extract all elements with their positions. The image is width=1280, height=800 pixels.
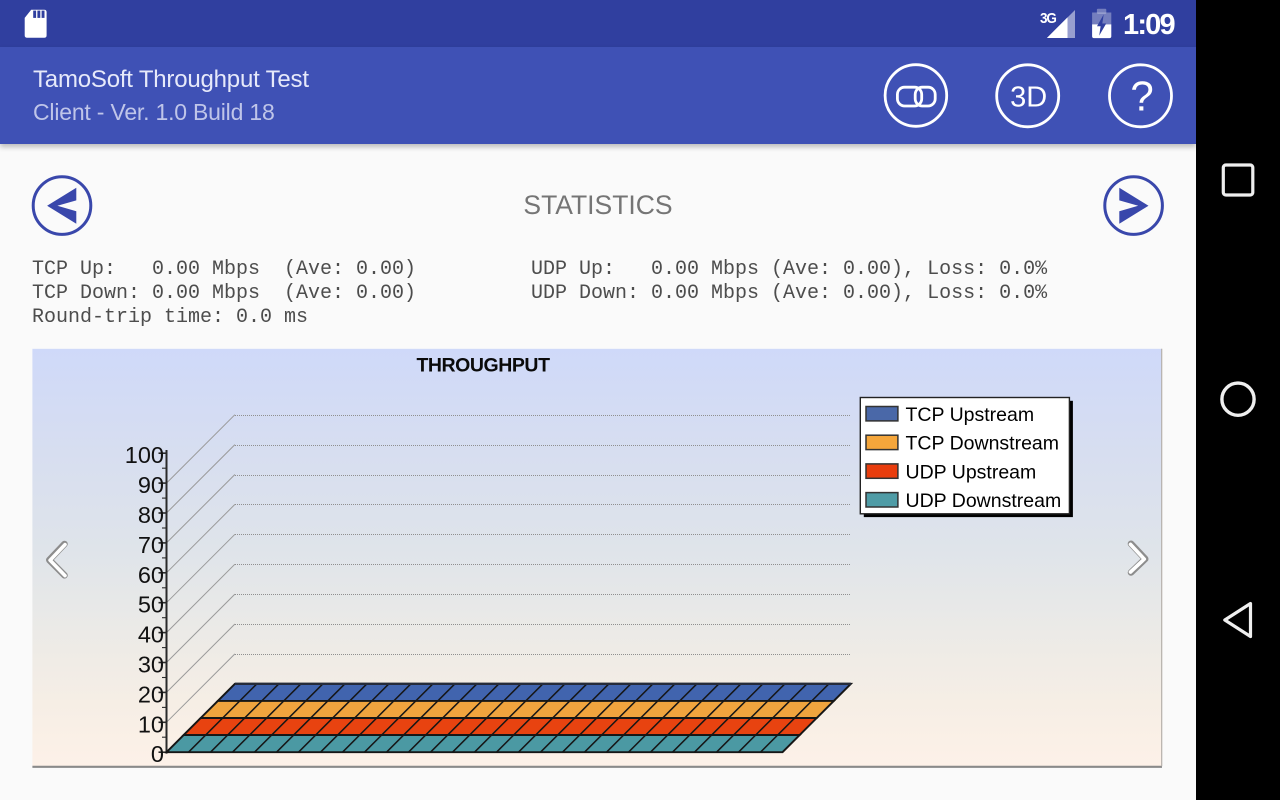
svg-text:100: 100 <box>125 442 164 468</box>
svg-text:30: 30 <box>138 652 164 678</box>
svg-text:TCP Downstream: TCP Downstream <box>906 433 1060 455</box>
svg-text:60: 60 <box>138 562 164 588</box>
svg-text:UDP Upstream: UDP Upstream <box>906 461 1037 483</box>
svg-text:THROUGHPUT: THROUGHPUT <box>416 354 550 376</box>
svg-text:20: 20 <box>138 681 164 707</box>
svg-text:UDP Downstream: UDP Downstream <box>906 490 1062 512</box>
svg-text:3D: 3D <box>1010 82 1047 114</box>
svg-text:50: 50 <box>138 592 164 618</box>
svg-text:10: 10 <box>138 711 164 737</box>
svg-text:70: 70 <box>138 532 164 558</box>
svg-text:0: 0 <box>151 741 164 767</box>
svg-text:TCP Upstream: TCP Upstream <box>906 404 1035 426</box>
svg-text:40: 40 <box>138 622 164 648</box>
svg-text:?: ? <box>1130 73 1153 120</box>
svg-text:90: 90 <box>138 472 164 498</box>
svg-text:80: 80 <box>138 502 164 528</box>
